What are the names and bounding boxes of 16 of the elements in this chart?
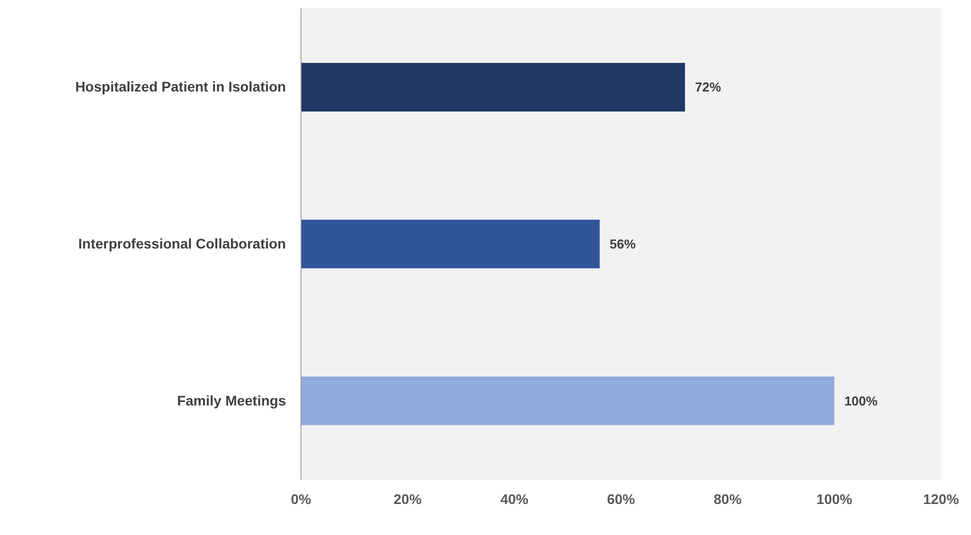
x-tick-label: 80% [714,490,742,507]
x-tick-label: 60% [606,490,636,507]
y-tick-label: Interprofessional Collaboration [78,235,286,252]
x-tick-label: 100% [816,490,853,507]
x-tick-label: 120% [923,490,960,507]
data-label: 72% [695,80,722,95]
data-label: 100% [844,393,878,408]
y-tick-label: Family Meetings [177,392,286,408]
data-label: 56% [610,236,636,252]
y-tick-label: Hospitalized Patient in Isolation [75,78,286,95]
x-tick-label: 20% [394,490,422,507]
bar [301,376,834,426]
bar [301,62,685,112]
x-tick-label: 0% [290,490,312,507]
bar [301,220,600,268]
x-tick-label: 40% [500,490,529,507]
